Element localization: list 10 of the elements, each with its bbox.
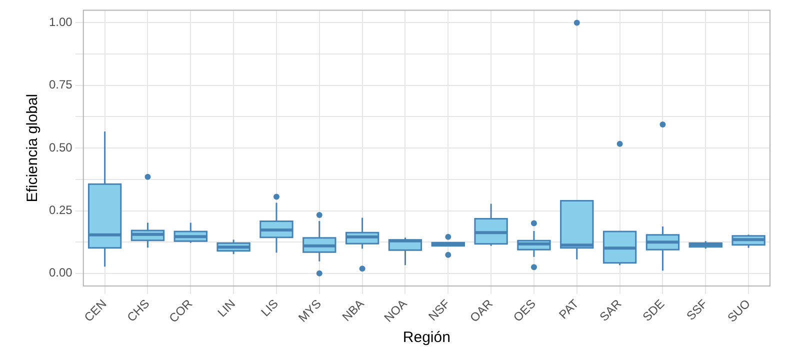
y-axis-title: Eficiencia global	[24, 94, 42, 202]
x-tick-label: LIS	[258, 296, 281, 320]
y-tick-label: 1.00	[48, 15, 73, 30]
x-tick-label: NBA	[339, 296, 367, 324]
y-tick-label: 0.25	[48, 203, 73, 218]
y-tick-label: 0.00	[48, 266, 73, 280]
y-tick-label: 0.50	[48, 140, 73, 154]
x-axis-title: Región	[402, 329, 450, 346]
y-tick-label: 0.75	[48, 78, 73, 92]
x-tick-label: LIN	[214, 296, 238, 320]
